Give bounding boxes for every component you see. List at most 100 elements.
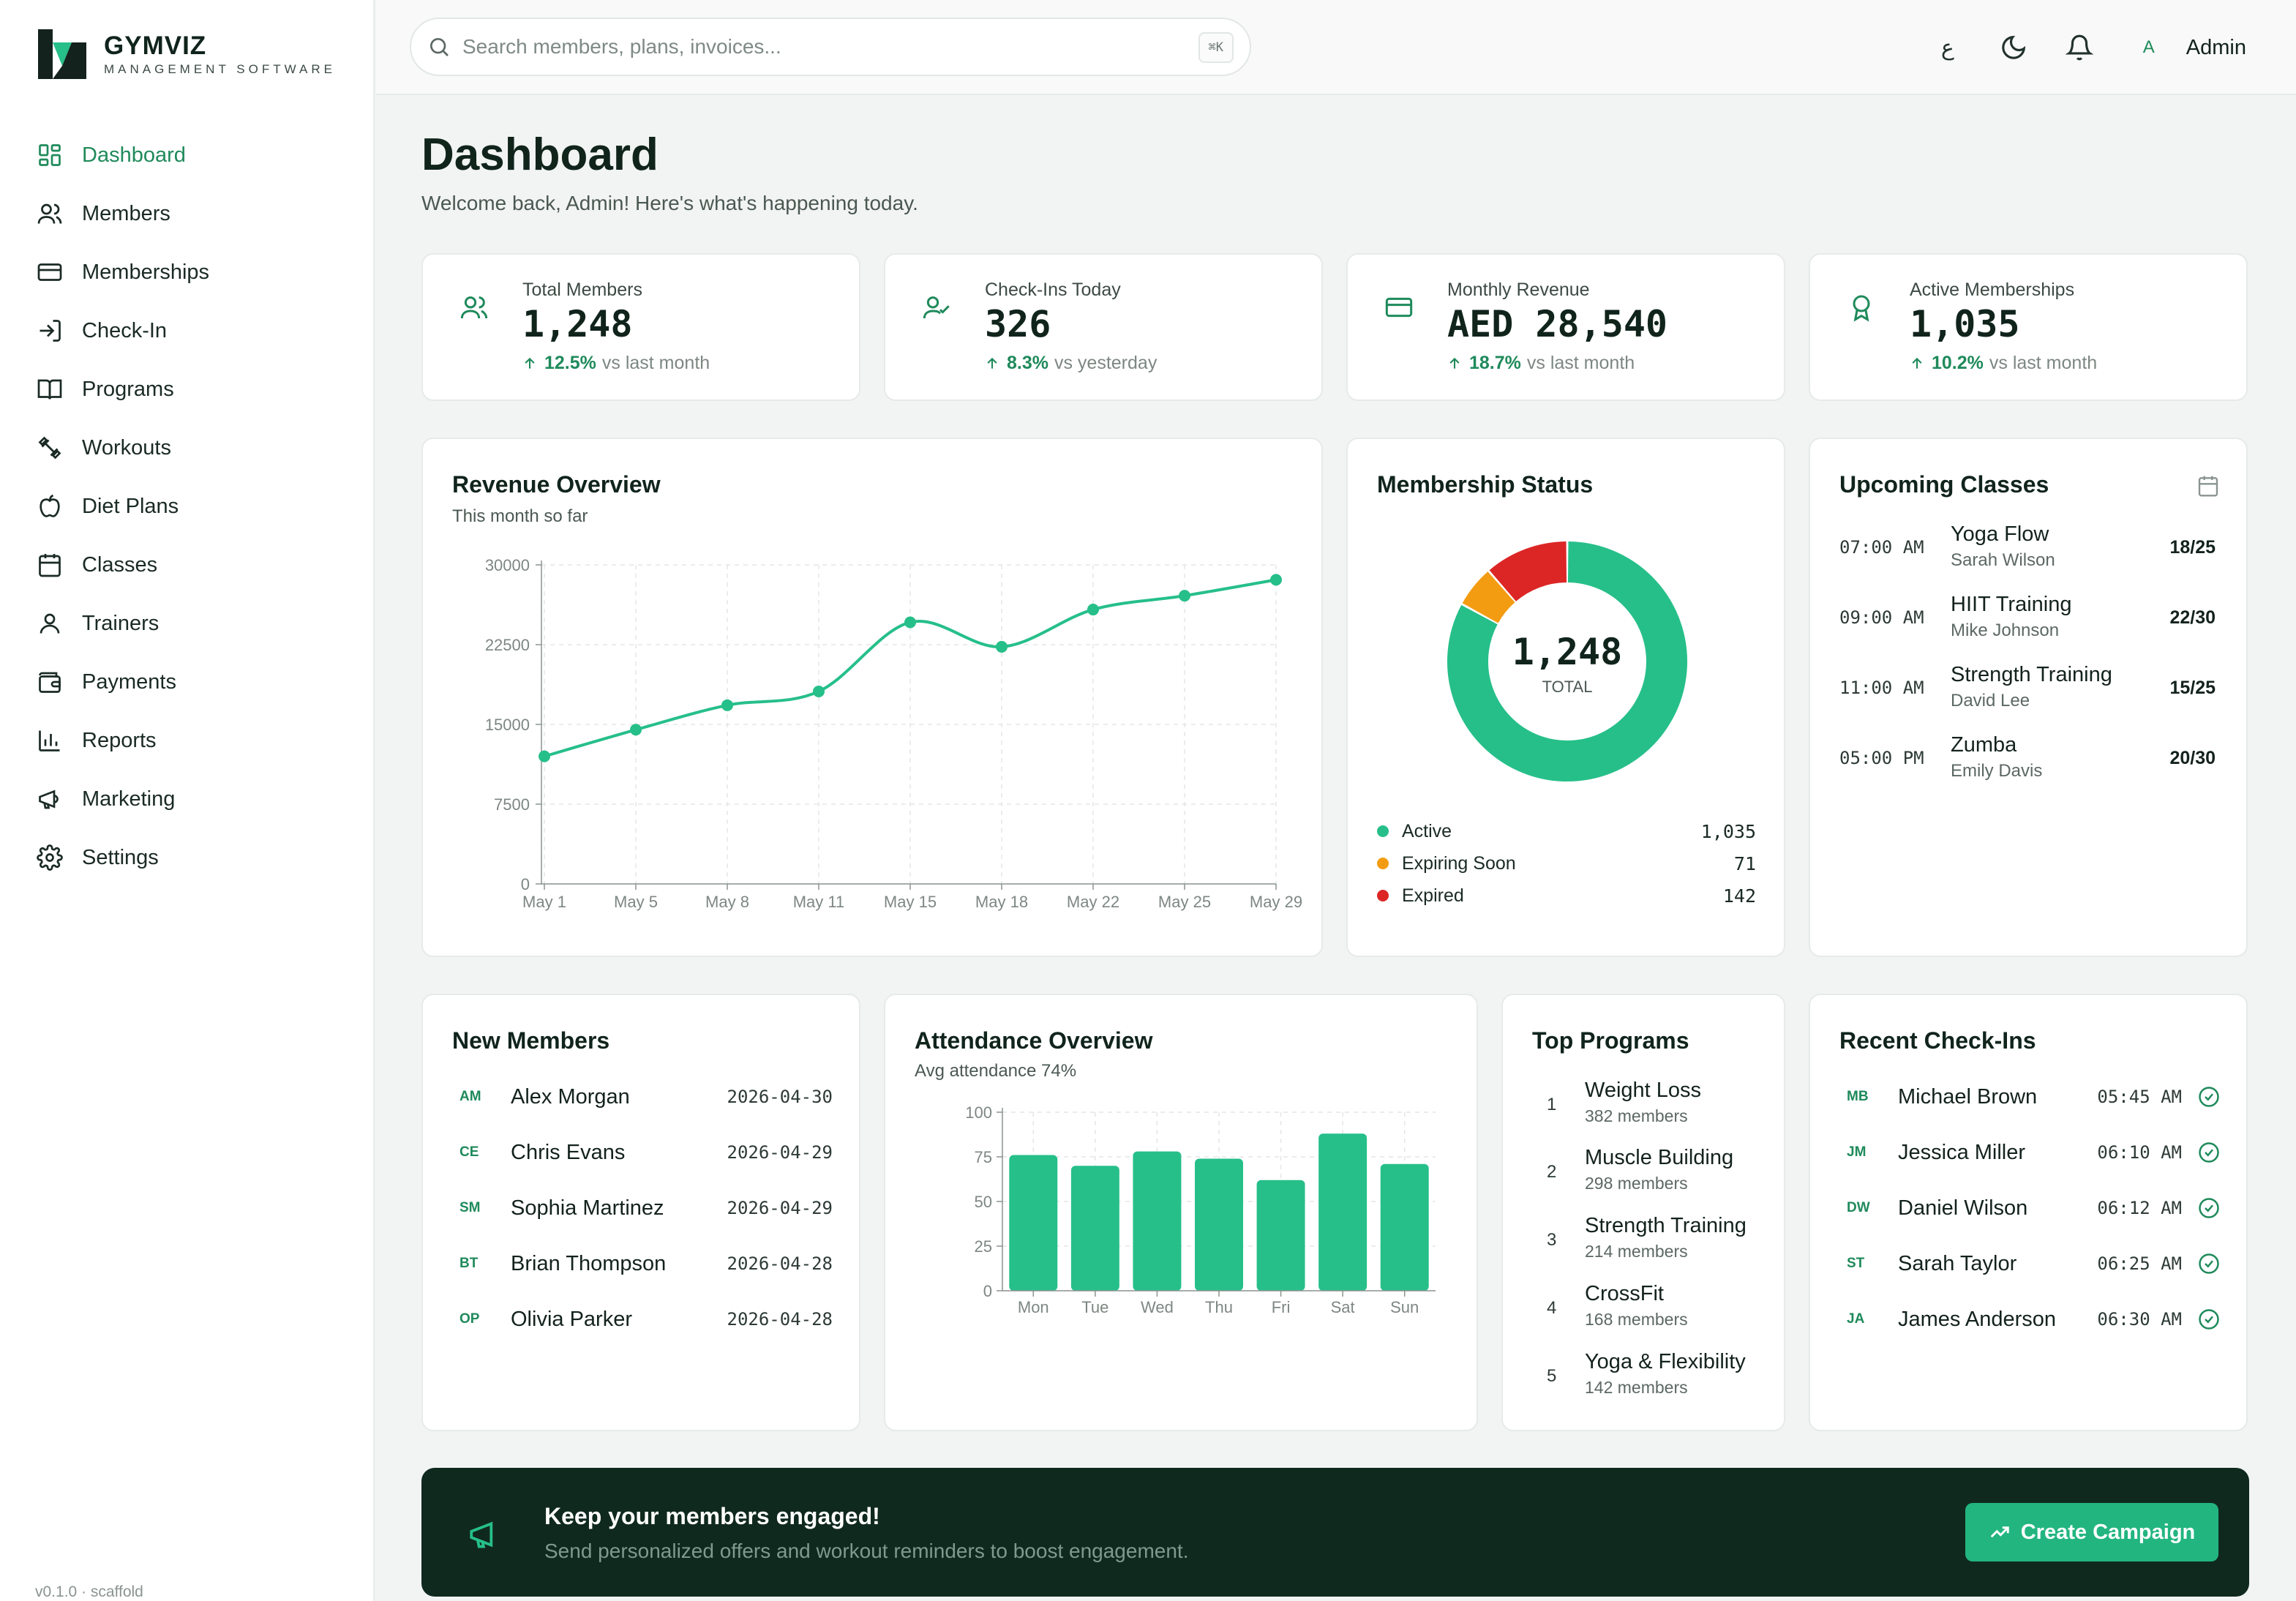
card-subtitle: Avg attendance 74% xyxy=(915,1061,1077,1081)
search-bar[interactable]: ⌘K xyxy=(410,18,1251,76)
bell-icon xyxy=(2065,34,2093,61)
sidebar-item-programs[interactable]: Programs xyxy=(0,360,373,419)
sidebar-item-reports[interactable]: Reports xyxy=(0,711,373,770)
program-rank: 3 xyxy=(1547,1230,1557,1250)
language-toggle[interactable]: ع xyxy=(1940,35,1954,60)
revenue-line-chart: 0 7500 15000 22500 30000 May 1 May 5 May 8 May 1… xyxy=(485,556,1302,911)
legend-dot xyxy=(1377,890,1389,901)
notifications-button[interactable] xyxy=(2057,26,2101,70)
create-campaign-button[interactable]: Create Campaign xyxy=(1965,1503,2218,1561)
class-item[interactable]: 07:00 AM Yoga Flow Sarah Wilson 18/25 xyxy=(1839,522,2216,581)
list-item[interactable]: 3 Strength Training 214 members xyxy=(1532,1214,1774,1272)
x-tick-label: May 15 xyxy=(884,893,937,911)
dumbbell-icon xyxy=(35,433,64,462)
program-count: 298 members xyxy=(1585,1174,1688,1193)
sidebar-item-dashboard[interactable]: Dashboard xyxy=(0,126,373,184)
check-circle-icon xyxy=(2199,1198,2219,1218)
list-item[interactable]: DW Daniel Wilson 06:12 AM xyxy=(1839,1190,2220,1226)
stat-value: 1,248 xyxy=(522,303,633,345)
list-item[interactable]: 2 Muscle Building 298 members xyxy=(1532,1146,1774,1204)
page-title: Dashboard xyxy=(421,130,659,180)
legend-value: 142 xyxy=(1722,885,1756,907)
checkin-time: 06:25 AM xyxy=(2097,1253,2182,1274)
list-item[interactable]: 4 CrossFit 168 members xyxy=(1532,1282,1774,1341)
sidebar-item-marketing[interactable]: Marketing xyxy=(0,770,373,828)
sidebar-item-settings[interactable]: Settings xyxy=(0,828,373,887)
arrow-up-icon xyxy=(1449,357,1460,369)
arrow-up-icon xyxy=(987,357,997,369)
list-item[interactable]: BT Brian Thompson 2026-04-28 xyxy=(452,1245,833,1282)
class-time: 05:00 PM xyxy=(1839,748,1924,768)
shortcut-badge: ⌘K xyxy=(1198,32,1234,63)
new-members-card: New Members AM Alex Morgan 2026-04-30 CE… xyxy=(421,994,860,1431)
card-title: Revenue Overview xyxy=(452,471,661,498)
brand[interactable]: GYMVIZ MANAGEMENT SOFTWARE xyxy=(38,29,336,79)
class-item[interactable]: 09:00 AM HIIT Training Mike Johnson 22/3… xyxy=(1839,593,2216,651)
class-trainer: Mike Johnson xyxy=(1951,620,2060,640)
sidebar-item-memberships[interactable]: Memberships xyxy=(0,243,373,301)
stat-card-check-ins[interactable]: Check-Ins Today 326 8.3% vs yesterday xyxy=(884,253,1323,401)
list-item[interactable]: JM Jessica Miller 06:10 AM xyxy=(1839,1134,2220,1171)
x-tick-label: Sun xyxy=(1390,1298,1419,1316)
list-item[interactable]: 1 Weight Loss 382 members xyxy=(1532,1079,1774,1137)
x-tick-label: May 25 xyxy=(1158,893,1211,911)
sidebar-item-workouts[interactable]: Workouts xyxy=(0,419,373,477)
member-initials: JM xyxy=(1847,1144,1867,1160)
stat-delta: 12.5% vs last month xyxy=(522,353,710,374)
attendance-overview-card: Attendance Overview Avg attendance 74% 0… xyxy=(884,994,1478,1431)
list-item[interactable]: ST Sarah Taylor 06:25 AM xyxy=(1839,1245,2220,1282)
sidebar-item-payments[interactable]: Payments xyxy=(0,653,373,711)
recent-checkins-card: Recent Check-Ins MB Michael Brown 05:45 … xyxy=(1809,994,2248,1431)
program-count: 214 members xyxy=(1585,1242,1688,1261)
stat-delta-text: vs yesterday xyxy=(1054,353,1158,373)
check-circle-icon xyxy=(2199,1142,2219,1163)
card-icon xyxy=(1385,297,1413,318)
program-name: Weight Loss xyxy=(1585,1079,1702,1102)
x-tick-label: Wed xyxy=(1141,1298,1174,1316)
card-title: Recent Check-Ins xyxy=(1839,1027,2036,1054)
y-tick-label: 50 xyxy=(975,1193,992,1211)
class-item[interactable]: 05:00 PM Zumba Emily Davis 20/30 xyxy=(1839,733,2216,792)
sidebar-item-trainers[interactable]: Trainers xyxy=(0,594,373,653)
list-item[interactable]: SM Sophia Martinez 2026-04-29 xyxy=(452,1190,833,1226)
attendance-bar-wed xyxy=(1133,1151,1182,1291)
sidebar-item-diet-plans[interactable]: Diet Plans xyxy=(0,477,373,536)
program-name: Muscle Building xyxy=(1585,1146,1734,1169)
stat-card-monthly-revenue[interactable]: Monthly Revenue AED 28,540 18.7% vs last… xyxy=(1346,253,1785,401)
member-name: Daniel Wilson xyxy=(1898,1196,2028,1220)
user-menu[interactable]: A Admin xyxy=(2131,36,2246,60)
check-circle-icon xyxy=(2199,1309,2219,1330)
stat-card-active-memberships[interactable]: Active Memberships 1,035 10.2% vs last m… xyxy=(1809,253,2248,401)
program-count: 382 members xyxy=(1585,1106,1688,1125)
stat-card-total-members[interactable]: Total Members 1,248 12.5% vs last month xyxy=(421,253,860,401)
sidebar-item-label: Payments xyxy=(82,670,176,694)
search-input[interactable] xyxy=(462,35,1165,59)
stat-delta-text: vs last month xyxy=(601,353,710,373)
stat-delta: 8.3% vs yesterday xyxy=(985,353,1157,374)
upcoming-classes-card: Upcoming Classes 07:00 AM Yoga Flow Sara… xyxy=(1809,438,2248,957)
list-item[interactable]: AM Alex Morgan 2026-04-30 xyxy=(452,1079,833,1115)
revenue-data-point xyxy=(904,616,916,629)
member-join-date: 2026-04-29 xyxy=(727,1198,833,1218)
list-item[interactable]: MB Michael Brown 05:45 AM xyxy=(1839,1079,2220,1115)
program-rank: 1 xyxy=(1547,1095,1557,1114)
list-item[interactable]: 5 Yoga & Flexibility 142 members xyxy=(1532,1350,1774,1409)
check-circle-icon xyxy=(2199,1087,2219,1107)
member-initials: JA xyxy=(1847,1311,1865,1327)
sidebar-item-classes[interactable]: Classes xyxy=(0,536,373,594)
list-item[interactable]: CE Chris Evans 2026-04-29 xyxy=(452,1134,833,1171)
checkin-time: 05:45 AM xyxy=(2097,1087,2182,1107)
calendar-icon[interactable] xyxy=(2196,474,2220,498)
sidebar-item-label: Classes xyxy=(82,552,158,577)
stat-value: 1,035 xyxy=(1910,303,2020,345)
list-item[interactable]: OP Olivia Parker 2026-04-28 xyxy=(452,1301,833,1338)
sidebar-item-members[interactable]: Members xyxy=(0,184,373,243)
list-item[interactable]: JA James Anderson 06:30 AM xyxy=(1839,1301,2220,1338)
theme-toggle[interactable] xyxy=(1992,26,2036,70)
attendance-bar-chart: 0 25 50 75 100 Mon Tue Wed Thu Fri Sat Sun xyxy=(965,1103,1436,1316)
sidebar-item-check-in[interactable]: Check-In xyxy=(0,301,373,360)
attendance-bar-mon xyxy=(1009,1155,1058,1291)
users-icon xyxy=(35,199,64,228)
class-item[interactable]: 11:00 AM Strength Training David Lee 15/… xyxy=(1839,663,2216,721)
donut-total-value: 1,248 xyxy=(1512,631,1623,673)
